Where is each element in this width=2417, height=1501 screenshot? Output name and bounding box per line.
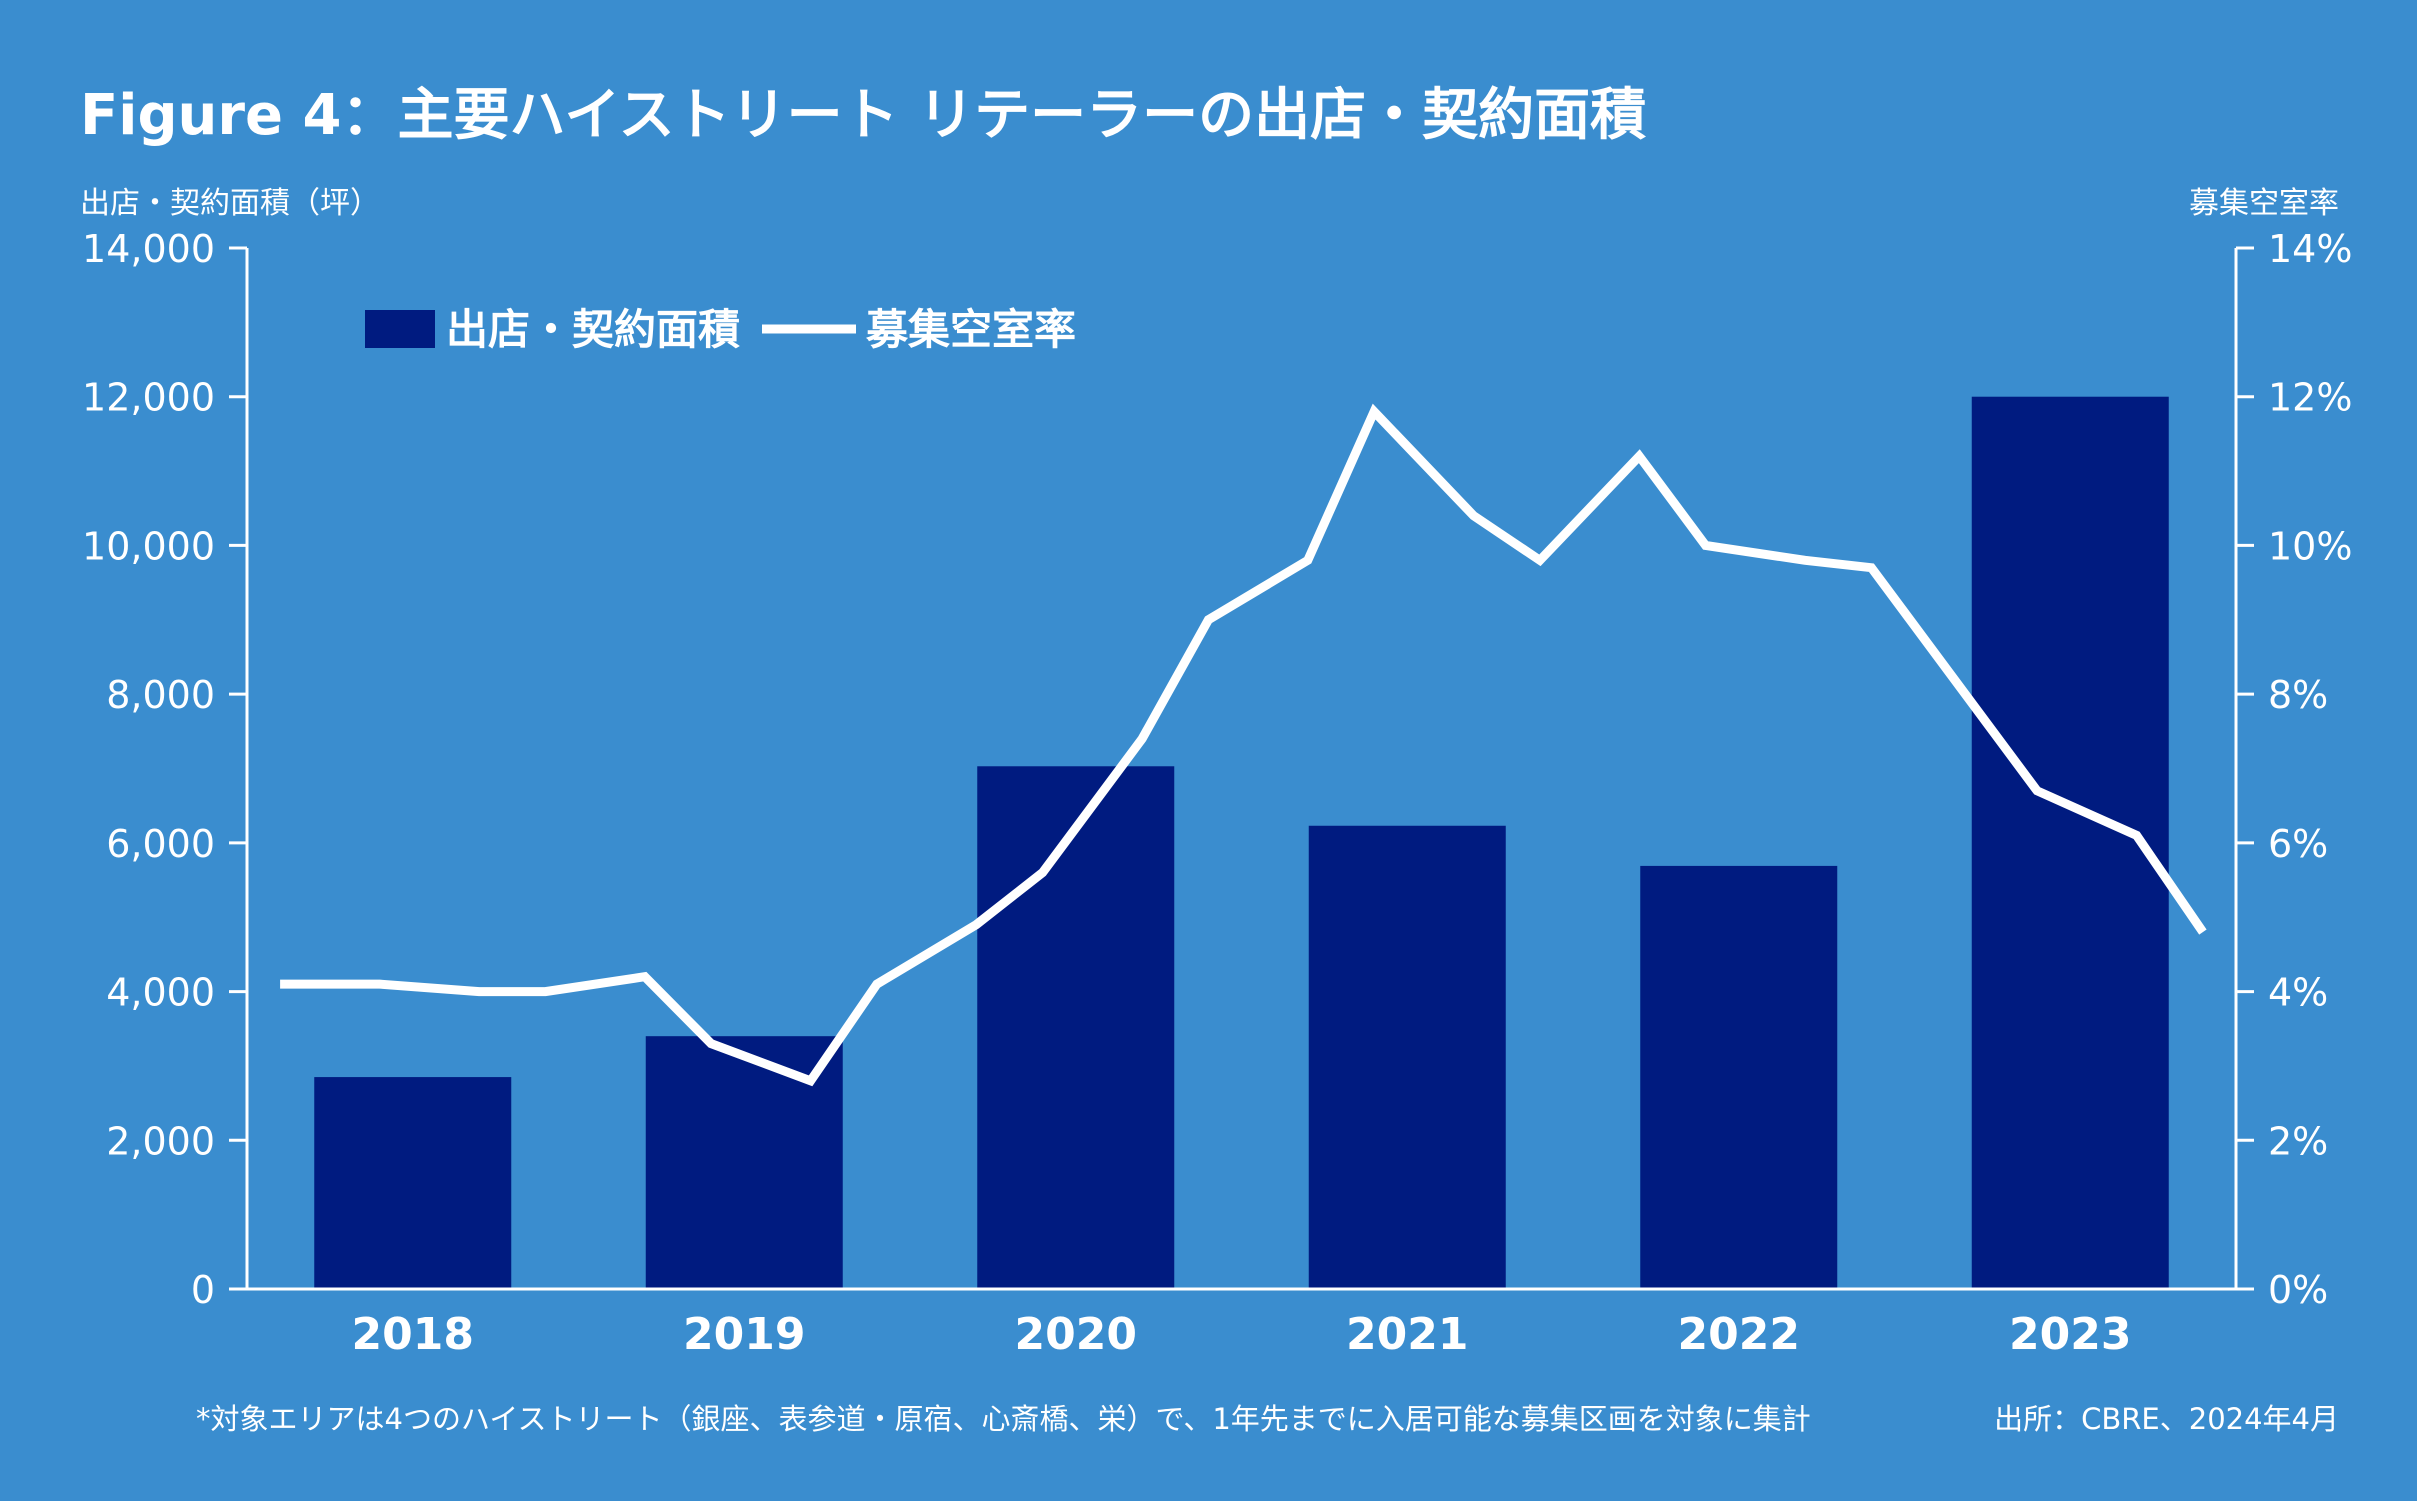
legend-bar-swatch	[365, 310, 435, 348]
bar-2021	[1308, 825, 1506, 1289]
x-tick-label: 2020	[1015, 1309, 1137, 1360]
source-note: 出所：CBRE、2024年4月	[1994, 1402, 2339, 1436]
left-tick-label: 8,000	[106, 673, 215, 717]
bar-2023	[1971, 396, 2169, 1289]
vacancy-rate-line	[280, 403, 2207, 1087]
right-tick-label: 0%	[2268, 1268, 2328, 1312]
right-tick-label: 8%	[2268, 673, 2328, 717]
right-tick-label: 10%	[2268, 524, 2352, 568]
bar-2018	[314, 1077, 512, 1289]
x-tick-label: 2019	[683, 1309, 805, 1360]
left-tick-label: 2,000	[106, 1119, 215, 1163]
right-tick-label: 4%	[2268, 971, 2328, 1015]
right-tick-label: 6%	[2268, 822, 2328, 866]
x-tick-label: 2022	[1678, 1309, 1800, 1360]
footnote: *対象エリアは4つのハイストリート（銀座、表参道・原宿、心斎橋、栄）で、1年先ま…	[196, 1402, 1811, 1436]
left-tick-label: 10,000	[82, 524, 215, 568]
x-tick-label: 2023	[2009, 1309, 2131, 1360]
right-axis-title: 募集空室率	[2189, 186, 2339, 221]
bar-2022	[1640, 865, 1838, 1289]
x-tick-label: 2021	[1346, 1309, 1468, 1360]
left-axis-title: 出店・契約面積（坪）	[80, 186, 380, 221]
legend-line-label: 募集空室率	[865, 305, 1076, 354]
left-tick-label: 14,000	[82, 227, 215, 271]
left-tick-label: 12,000	[82, 376, 215, 420]
chart-title: Figure 4：主要ハイストリート リテーラーの出店・契約面積	[80, 83, 1647, 148]
bar-2020	[977, 766, 1175, 1289]
legend-bar-label: 出店・契約面積	[446, 305, 740, 354]
right-tick-label: 14%	[2268, 227, 2352, 271]
right-tick-label: 2%	[2268, 1119, 2328, 1163]
x-tick-label: 2018	[352, 1309, 474, 1360]
right-tick-label: 12%	[2268, 376, 2352, 420]
left-tick-label: 6,000	[106, 822, 215, 866]
left-tick-label: 4,000	[106, 971, 215, 1015]
left-tick-label: 0	[191, 1268, 215, 1312]
